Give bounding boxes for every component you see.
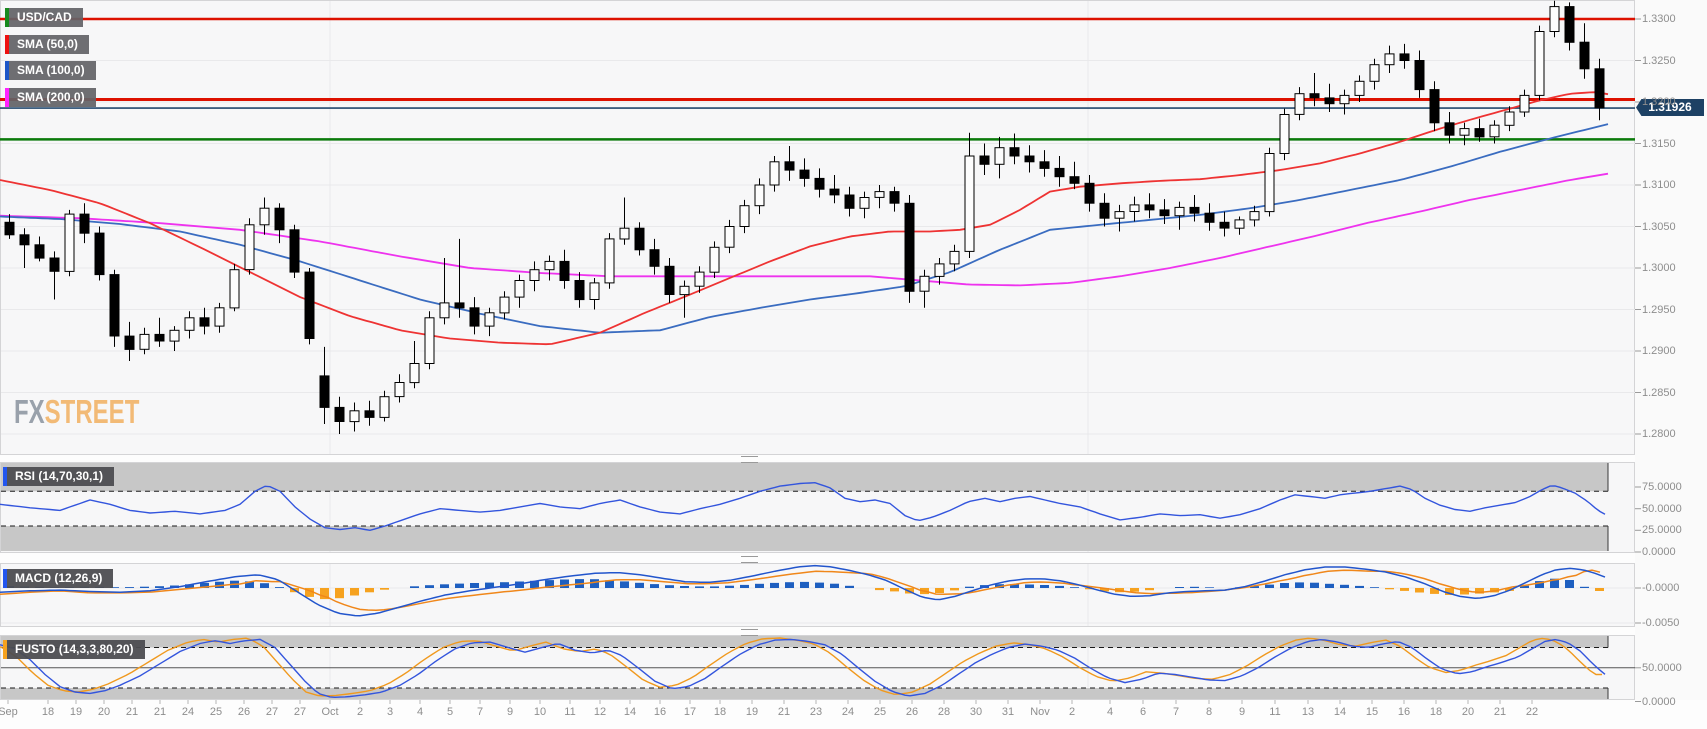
time-tick-label: 22 bbox=[1525, 706, 1539, 718]
time-tick-label: 18 bbox=[713, 706, 727, 718]
time-tick-label: 21 bbox=[125, 706, 139, 718]
time-tick-label: 17 bbox=[683, 706, 697, 718]
time-tick-label: 3 bbox=[386, 706, 394, 718]
sma50-color-chip bbox=[5, 35, 9, 54]
axis-tick-label: 50.0000 bbox=[1642, 661, 1682, 674]
time-tick-label: 11 bbox=[564, 706, 576, 718]
time-tick-label: 20 bbox=[1461, 706, 1475, 718]
time-tick-label: 27 bbox=[293, 706, 307, 718]
legend-sma200-badge[interactable]: SMA (200,0) bbox=[5, 88, 96, 107]
pair-color-chip bbox=[5, 8, 9, 27]
time-tick-label: 7 bbox=[476, 706, 484, 718]
axis-tick-label: -0.0000 bbox=[1642, 582, 1680, 594]
axis-tick-label: 1.2950 bbox=[1642, 303, 1676, 316]
axis-tick-label: 1.2800 bbox=[1642, 428, 1676, 440]
axis-tick-label: 1.3050 bbox=[1642, 220, 1676, 233]
legend-sma50-badge[interactable]: SMA (50,0) bbox=[5, 35, 89, 54]
legend-sma100-badge[interactable]: SMA (100,0) bbox=[5, 61, 96, 80]
sma100-label: SMA (100,0) bbox=[17, 63, 85, 77]
macd-color-chip bbox=[3, 569, 7, 588]
time-tick-label: 7 bbox=[1172, 706, 1180, 718]
fxstreet-logo: FXSTREET bbox=[14, 394, 139, 432]
pane-resize-handle-3[interactable] bbox=[741, 629, 758, 636]
axis-tick-label: 1.3100 bbox=[1642, 179, 1676, 191]
logo-fx: FX bbox=[14, 393, 45, 431]
macd-badge[interactable]: MACD (12,26,9) bbox=[3, 569, 114, 588]
axis-tick-label: 0.0000 bbox=[1642, 546, 1676, 558]
rsi-color-chip bbox=[3, 467, 7, 486]
sma200-color-chip bbox=[5, 88, 9, 107]
axis-tick-label: 1.2900 bbox=[1642, 345, 1676, 357]
axis-tick-label: -0.0050 bbox=[1642, 617, 1680, 629]
time-tick-label: 30 bbox=[969, 706, 983, 718]
rsi-label: RSI (14,70,30,1) bbox=[15, 469, 104, 483]
time-tick-label: 15 bbox=[1365, 706, 1379, 718]
axis-tick-label: 50.0000 bbox=[1642, 502, 1682, 515]
current-price-badge: 1.31926 bbox=[1636, 99, 1704, 116]
pair-label: USD/CAD bbox=[17, 10, 72, 24]
axis-tick-label: 1.3200 bbox=[1642, 96, 1676, 108]
time-tick-label: 31 bbox=[1001, 706, 1015, 718]
axis-tick-label: 1.3250 bbox=[1642, 54, 1676, 67]
axis-tick-label: 1.2850 bbox=[1642, 386, 1676, 399]
sma50-label: SMA (50,0) bbox=[17, 37, 78, 51]
stoch-color-chip bbox=[3, 640, 7, 659]
time-tick-label: 20 bbox=[97, 706, 111, 718]
time-tick-label: 27 bbox=[265, 706, 279, 718]
time-tick-label: 14 bbox=[1333, 706, 1347, 718]
time-tick-label: Oct bbox=[321, 706, 339, 718]
time-tick-label: 2 bbox=[356, 706, 364, 718]
time-tick-label: 28 bbox=[937, 706, 951, 718]
time-tick-label: 10 bbox=[533, 706, 547, 718]
time-tick-label: Nov bbox=[1030, 706, 1050, 718]
time-tick-label: 24 bbox=[181, 706, 195, 718]
pane-resize-handle-2[interactable] bbox=[741, 556, 758, 563]
time-tick-label: 2 bbox=[1068, 706, 1076, 718]
time-tick-label: 19 bbox=[745, 706, 759, 718]
time-tick-label: 25 bbox=[873, 706, 887, 718]
time-tick-label: 16 bbox=[1397, 706, 1411, 718]
legend-pair-badge[interactable]: USD/CAD bbox=[5, 8, 83, 27]
axis-tick-label: 1.3300 bbox=[1642, 13, 1676, 25]
time-tick-label: 19 bbox=[69, 706, 83, 718]
time-tick-label: 12 bbox=[593, 706, 607, 718]
stoch-badge[interactable]: FUSTO (14,3,3,80,20) bbox=[3, 640, 145, 659]
time-tick-label: 25 bbox=[209, 706, 223, 718]
sma200-label: SMA (200,0) bbox=[17, 90, 85, 104]
time-tick-label: 24 bbox=[841, 706, 855, 718]
time-tick-label: 21 bbox=[1493, 706, 1507, 718]
logo-street: STREET bbox=[44, 393, 140, 431]
time-tick-label: 13 bbox=[1301, 706, 1315, 718]
time-tick-label: 9 bbox=[506, 706, 514, 718]
pane-resize-handle-1[interactable] bbox=[741, 456, 758, 463]
time-tick-label: 4 bbox=[1106, 706, 1114, 718]
time-tick-label: 26 bbox=[905, 706, 919, 718]
time-tick-label: 18 bbox=[1429, 706, 1443, 718]
time-tick-label: 14 bbox=[623, 706, 637, 718]
time-tick-label: 26 bbox=[237, 706, 251, 718]
time-tick-label: 4 bbox=[416, 706, 424, 718]
macd-label: MACD (12,26,9) bbox=[15, 571, 103, 585]
axis-tick-label: 75.0000 bbox=[1642, 480, 1682, 493]
axis-tick-label: 25.0000 bbox=[1642, 524, 1682, 537]
time-tick-label: 8 bbox=[1205, 706, 1213, 718]
rsi-badge[interactable]: RSI (14,70,30,1) bbox=[3, 467, 115, 486]
time-tick-label: 21 bbox=[777, 706, 791, 718]
time-tick-label: 18 bbox=[41, 706, 55, 718]
axis-tick-label: 1.3150 bbox=[1642, 137, 1676, 150]
time-tick-label: 5 bbox=[446, 706, 454, 718]
time-tick-label: 16 bbox=[653, 706, 667, 718]
time-tick-label: 21 bbox=[153, 706, 167, 718]
time-tick-label: Sep bbox=[0, 706, 18, 718]
time-tick-label: 9 bbox=[1238, 706, 1246, 718]
sma100-color-chip bbox=[5, 61, 9, 80]
time-tick-label: 23 bbox=[809, 706, 823, 718]
time-tick-label: 6 bbox=[1139, 706, 1147, 718]
stoch-label: FUSTO (14,3,3,80,20) bbox=[15, 642, 134, 656]
axis-tick-label: 1.3000 bbox=[1642, 262, 1676, 274]
time-tick-label: 11 bbox=[1269, 706, 1281, 718]
axis-tick-label: 0.0000 bbox=[1642, 695, 1676, 708]
